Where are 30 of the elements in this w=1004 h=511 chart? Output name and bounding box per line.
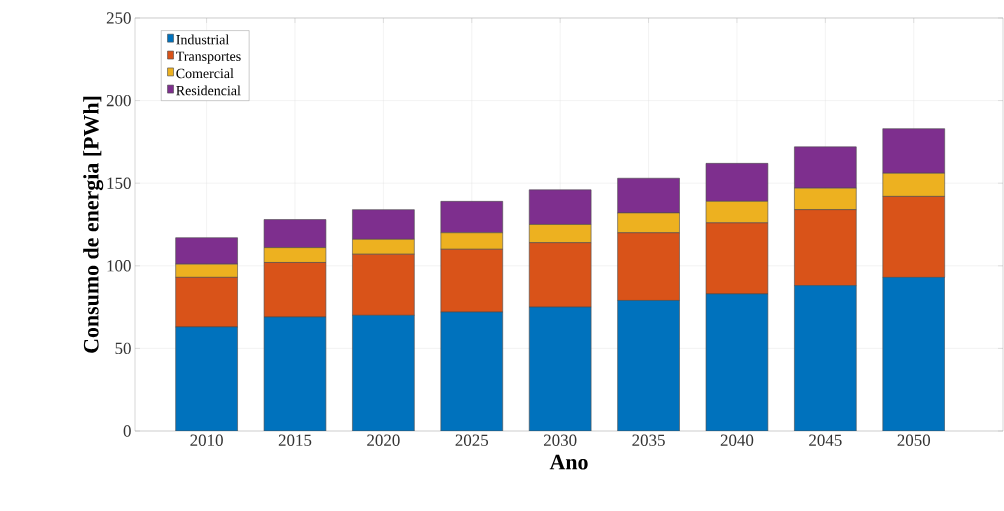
x-tick-label: 2015 xyxy=(278,434,312,446)
bar xyxy=(352,315,415,431)
bar xyxy=(706,293,768,431)
y-tick-label: 250 xyxy=(106,12,131,24)
y-tick-label: 200 xyxy=(106,94,131,107)
bar xyxy=(440,312,503,431)
x-tick-label: 2035 xyxy=(632,434,665,446)
y-tick-label: 0 xyxy=(123,425,131,437)
legend-label: Transportes xyxy=(176,51,241,64)
bar xyxy=(617,300,680,431)
bar xyxy=(882,277,945,431)
x-axis-title: Ano xyxy=(549,454,588,470)
y-axis-title: Consumo de energia [PWh] xyxy=(83,96,104,353)
x-tick-label: 2010 xyxy=(190,434,223,446)
bar xyxy=(264,317,326,431)
bar xyxy=(175,326,238,431)
legend-label: Residencial xyxy=(176,85,241,96)
x-tick-label: 2020 xyxy=(367,434,400,446)
y-tick-label: 100 xyxy=(107,260,131,272)
x-tick-label: 2050 xyxy=(897,434,931,446)
legend-label: Industrial xyxy=(176,34,229,45)
x-tick-label: 2030 xyxy=(543,434,577,446)
bar xyxy=(794,285,857,431)
x-tick-label: 2040 xyxy=(720,434,754,446)
legend-label: Comercial xyxy=(176,68,234,79)
bar xyxy=(529,307,592,431)
x-tick-label: 2025 xyxy=(455,434,489,446)
y-tick-label: 150 xyxy=(107,177,131,189)
y-tick-label: 50 xyxy=(115,342,131,355)
x-tick-label: 2045 xyxy=(809,434,842,446)
